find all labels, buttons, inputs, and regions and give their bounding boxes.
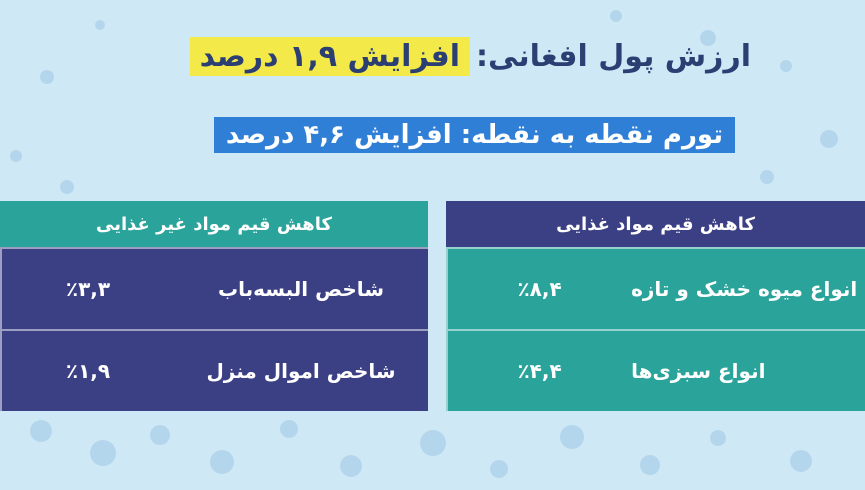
table-row: ٪۱,۹ شاخص اموال منزل bbox=[0, 329, 428, 411]
nonfood-price-table: کاهش قیم مواد غیر غذایی ٪۳,۳ شاخص البسه‌… bbox=[0, 201, 428, 411]
nonfood-row-2-value: ٪۱,۹ bbox=[0, 331, 174, 411]
nonfood-row-2-label: شاخص اموال منزل bbox=[206, 359, 396, 383]
food-row-2-value: ٪۴,۴ bbox=[446, 331, 631, 411]
subheadline: تورم نقطه به نقطه: افزایش ۴,۶ درصد bbox=[213, 117, 735, 153]
headline-prefix: ارزش پول افغانی: bbox=[476, 39, 751, 74]
food-price-table: کاهش قیم مواد غذایی ٪۸,۴ انواع میوه خشک … bbox=[446, 201, 865, 411]
nonfood-table-header: کاهش قیم مواد غیر غذایی bbox=[0, 201, 428, 247]
food-table-header: کاهش قیم مواد غذایی bbox=[446, 201, 865, 247]
food-row-2-label: انواع سبزی‌ها bbox=[631, 359, 766, 383]
food-row-1-value: ٪۸,۴ bbox=[446, 249, 631, 329]
nonfood-row-1-value: ٪۳,۳ bbox=[0, 249, 174, 329]
headline-highlight: افزایش ۱,۹ درصد bbox=[189, 37, 471, 76]
food-row-1-label: انواع میوه خشک و تازه bbox=[631, 277, 858, 301]
page-title: ارزش پول افغانی: افزایش ۱,۹ درصد bbox=[189, 37, 751, 76]
table-row: ٪۴,۴ انواع سبزی‌ها bbox=[446, 329, 865, 411]
table-row: ٪۳,۳ شاخص البسه‌باب bbox=[0, 247, 428, 329]
nonfood-row-1-label: شاخص البسه‌باب bbox=[218, 277, 384, 301]
table-row: ٪۸,۴ انواع میوه خشک و تازه bbox=[446, 247, 865, 329]
